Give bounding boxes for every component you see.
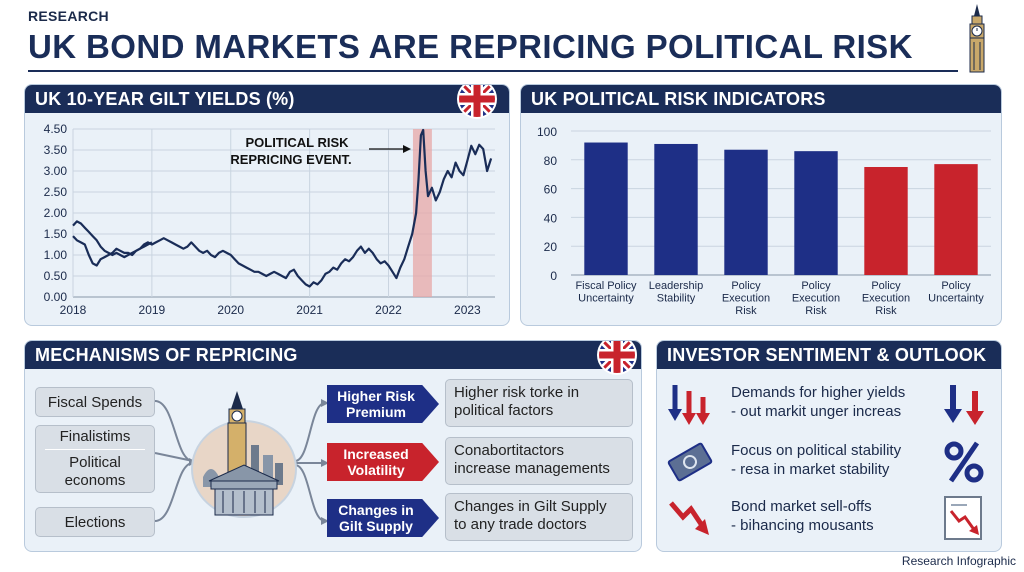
gilt-yields-panel: UK 10-YEAR GILT YIELDS (%) 0.00 0.50 1.00 1… <box>24 84 510 326</box>
percent-icon <box>944 441 984 483</box>
sentiment-line: Bond market sell-offs <box>731 498 872 515</box>
annotation-line-2: REPRICING EVENT. <box>230 152 351 167</box>
channel-description: Changes in Gilt Supply to any trade doct… <box>445 493 633 541</box>
y-tick-label: 0.00 <box>44 290 68 304</box>
sentiment-item: Focus on political stability - resa in m… <box>657 437 1001 487</box>
mechanism-connectors <box>154 399 329 525</box>
x-category-label: Policy Execution Risk <box>722 280 770 317</box>
x-category-label: Fiscal Policy Uncertainty <box>575 280 637 305</box>
x-category-label: Leadership Stability <box>649 280 703 305</box>
mechanisms-panel: MECHANISMS OF REPRICING Fiscal Spends Fi… <box>24 340 642 552</box>
source-label: Political economs <box>64 454 126 489</box>
sentiment-text: Focus on political stability - resa in m… <box>731 441 941 479</box>
y-tick-label: 0 <box>550 269 557 283</box>
sentiment-line: Focus on political stability <box>731 442 902 459</box>
y-tick-label: 100 <box>537 125 557 139</box>
x-tick-label: 2023 <box>454 303 481 317</box>
risk-indicator-chart: 0 20 40 60 80 100 Fiscal Policy Uncertainty Lea… <box>537 125 991 317</box>
sentiment-text: Bond market sell-offs - bihancing mousan… <box>731 497 941 535</box>
zigzag-down-arrow-icon <box>669 501 709 535</box>
gilt-panel-title: UK 10-YEAR GILT YIELDS (%) <box>25 85 509 113</box>
y-tick-label: 40 <box>544 211 558 225</box>
sentiment-text: Demands for higher yields - out markit u… <box>731 383 941 421</box>
annotation-line-1: POLITICAL RISK <box>245 135 349 150</box>
y-tick-label: 20 <box>544 240 558 254</box>
risk-bar <box>864 167 908 275</box>
x-tick-label: 2022 <box>375 303 402 317</box>
channel-tag-gilt-supply: Changes in Gilt Supply <box>327 499 439 537</box>
sentiment-item: Demands for higher yields - out markit u… <box>657 379 1001 429</box>
union-jack-icon <box>457 85 497 119</box>
y-tick-label: 2.50 <box>44 185 68 199</box>
source-box: Elections <box>35 507 155 537</box>
chart-decline-icon <box>944 496 982 540</box>
risk-bar <box>584 142 628 275</box>
sentiment-panel: INVESTOR SENTIMENT & OUTLOOK Demands for… <box>656 340 1002 552</box>
sentiment-line: - out markit unger increas <box>731 403 902 420</box>
y-tick-label: 1.50 <box>44 227 68 241</box>
banknote-icon <box>667 442 713 482</box>
annotation-arrowhead <box>403 145 411 153</box>
risk-indicators-panel: UK POLITICAL RISK INDICATORS 0 20 40 60 80 10… <box>520 84 1002 326</box>
y-tick-label: 0.50 <box>44 269 68 283</box>
union-jack-icon <box>597 341 637 375</box>
source-divider <box>45 449 145 450</box>
source-box-group: Finalistims Political economs <box>35 425 155 493</box>
y-tick-label: 60 <box>544 183 558 197</box>
footer-credit: Research Infographic <box>901 554 1016 568</box>
x-tick-label: 2020 <box>217 303 244 317</box>
yield-series-line <box>72 220 153 259</box>
x-tick-label: 2019 <box>139 303 166 317</box>
gilt-yield-chart: 0.00 0.50 1.00 1.50 2.00 2.50 3.00 3.50 4.50 201… <box>44 122 495 317</box>
channel-description: Conabortitactors increase managements <box>445 437 633 485</box>
x-tick-label: 2021 <box>296 303 323 317</box>
y-tick-label: 1.00 <box>44 248 68 262</box>
x-category-label: Policy Execution Risk <box>862 280 910 317</box>
risk-bar <box>724 149 768 275</box>
down-arrows-icon <box>668 385 710 425</box>
y-tick-label: 2.00 <box>44 206 68 220</box>
y-tick-label: 3.50 <box>44 143 68 157</box>
risk-panel-title: UK POLITICAL RISK INDICATORS <box>521 85 1001 113</box>
mechanisms-panel-title: MECHANISMS OF REPRICING <box>25 341 641 369</box>
channel-description: Higher risk torke in political factors <box>445 379 633 427</box>
y-tick-label: 80 <box>544 154 558 168</box>
x-category-label: Policy Execution Risk <box>792 280 840 317</box>
page-title: UK BOND MARKETS ARE REPRICING POLITICAL … <box>28 28 913 65</box>
risk-bar <box>934 164 978 275</box>
sentiment-panel-title: INVESTOR SENTIMENT & OUTLOOK <box>657 341 1001 369</box>
risk-bar <box>794 151 838 275</box>
source-box: Fiscal Spends <box>35 387 155 417</box>
sentiment-line: Demands for higher yields <box>731 384 906 401</box>
title-divider <box>28 70 958 72</box>
sentiment-line: - bihancing mousants <box>731 517 874 534</box>
down-up-arrows-icon <box>944 385 984 425</box>
sentiment-line: - resa in market stability <box>731 461 890 478</box>
sentiment-item: Bond market sell-offs - bihancing mousan… <box>657 493 1001 543</box>
risk-bar <box>654 143 698 275</box>
highlight-band <box>412 129 432 297</box>
channel-tag-volatility: Increased Volatility <box>327 443 439 481</box>
y-tick-label: 3.00 <box>44 164 68 178</box>
source-label: Finalistims <box>59 428 131 445</box>
x-category-label: Policy Uncertainty <box>928 280 984 305</box>
eyebrow-label: RESEARCH <box>28 8 109 24</box>
y-tick-label: 4.50 <box>44 122 68 136</box>
x-tick-label: 2018 <box>60 303 87 317</box>
westminster-illustration <box>191 391 297 518</box>
big-ben-icon <box>969 4 985 73</box>
channel-tag-risk-premium: Higher Risk Premium <box>327 385 439 423</box>
yield-series-line <box>72 128 493 288</box>
